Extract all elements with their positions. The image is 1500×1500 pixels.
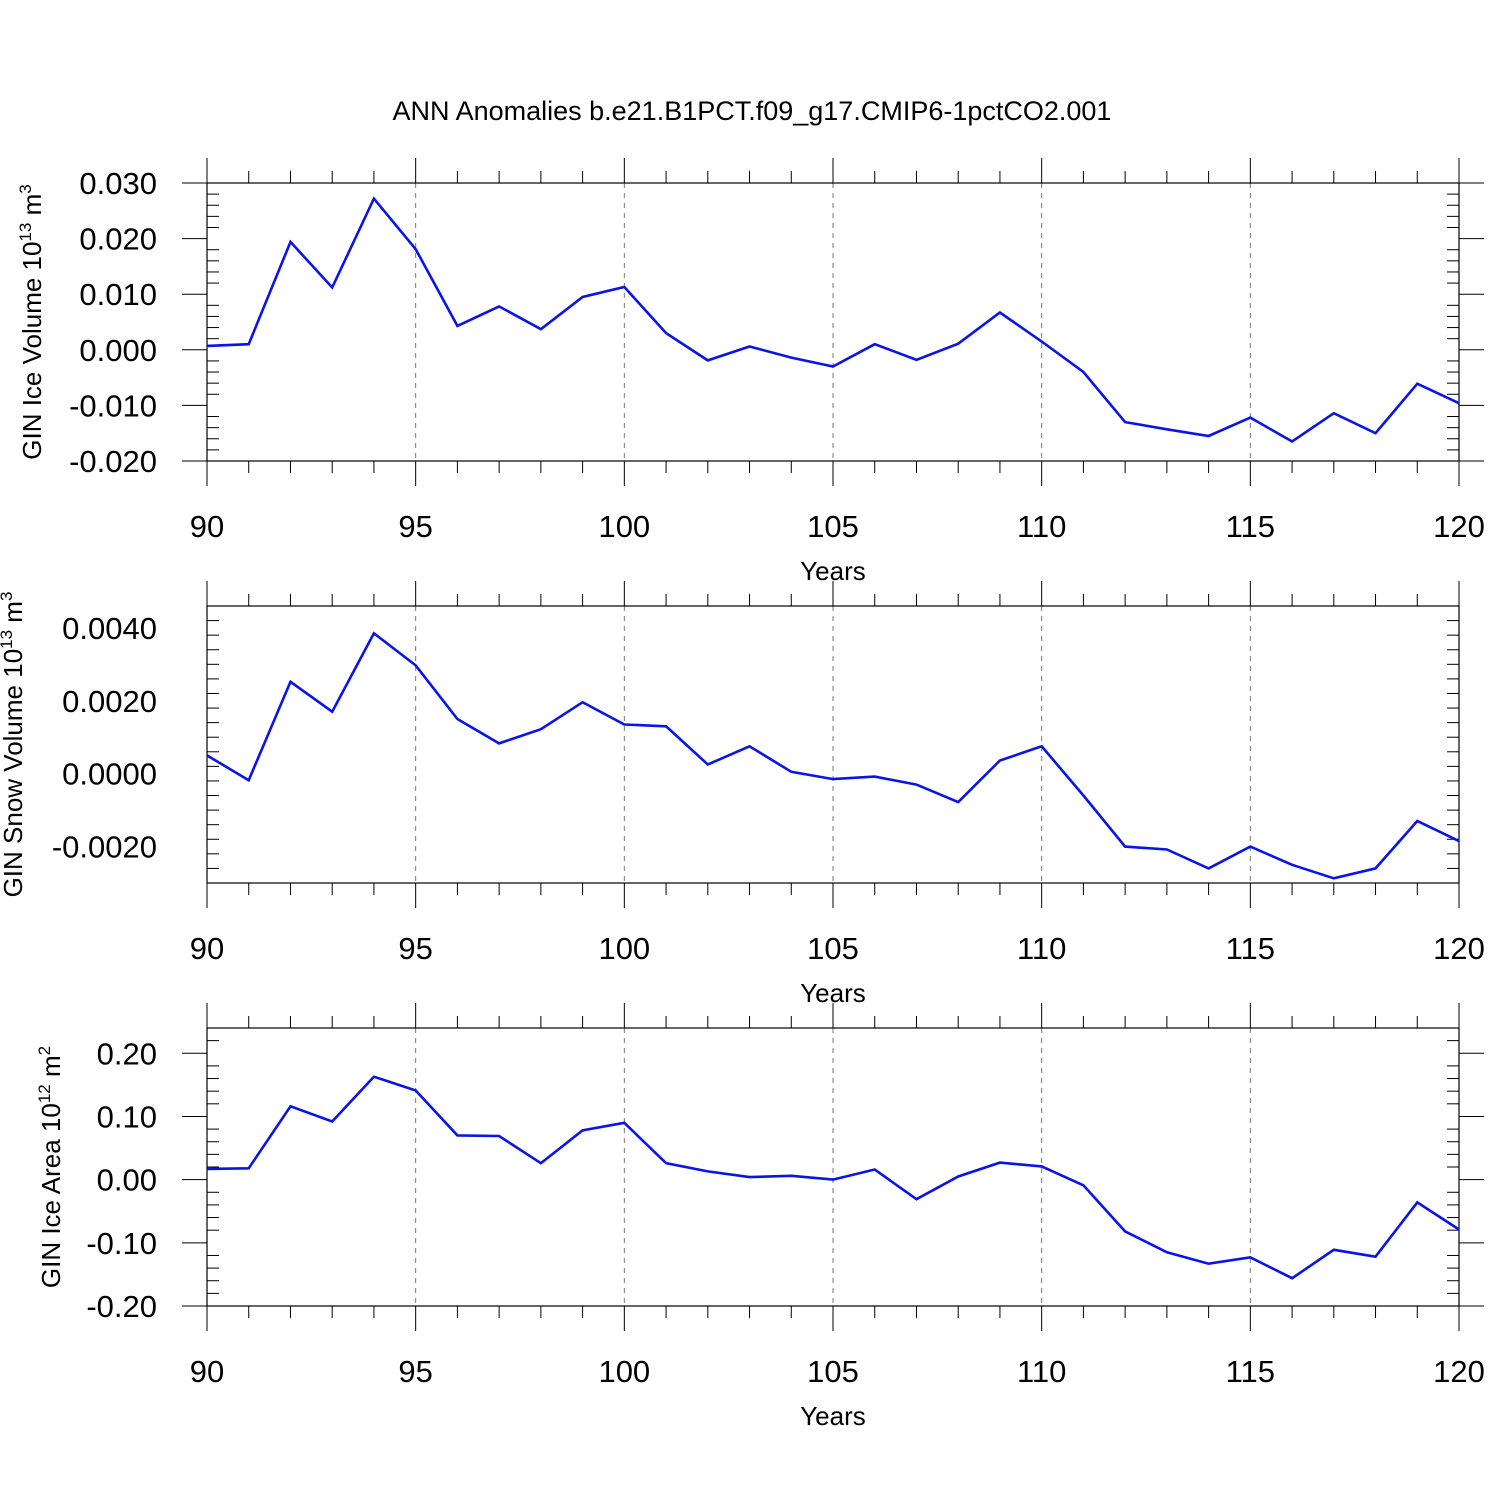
chart-panels: -0.020 -0.010 0.000 0.010 0.020 0.030 90 95 100 1… bbox=[0, 158, 1485, 1431]
x-tick-label: 115 bbox=[1226, 931, 1275, 966]
x-tick-label: 90 bbox=[190, 509, 224, 544]
x-tick-label: 95 bbox=[398, 1354, 432, 1389]
y-tick-label: -0.20 bbox=[86, 1289, 157, 1324]
series-line bbox=[206, 196, 1460, 444]
y-tick-label: -0.0020 bbox=[52, 830, 157, 865]
x-tick-label: 115 bbox=[1226, 509, 1275, 544]
x-tick-label: 115 bbox=[1226, 1354, 1275, 1389]
x-tick-label: 110 bbox=[1017, 1354, 1066, 1389]
y-tick-label: 0.10 bbox=[97, 1099, 157, 1134]
y-tick-label: 0.0020 bbox=[62, 684, 157, 719]
y-axis-title: GIN Ice Area 1012 m2 bbox=[35, 1046, 66, 1288]
x-tick-label: 105 bbox=[807, 509, 859, 544]
y-axis-title: GIN Snow Volume 1013 m3 bbox=[0, 592, 28, 898]
x-tick-label: 95 bbox=[398, 931, 432, 966]
x-tick-label: 110 bbox=[1017, 509, 1066, 544]
x-tick-label: 100 bbox=[598, 931, 650, 966]
x-tick-label: 95 bbox=[398, 509, 432, 544]
x-tick-label: 100 bbox=[598, 509, 650, 544]
x-tick-label: 90 bbox=[190, 1354, 224, 1389]
x-tick-label: 100 bbox=[598, 1354, 650, 1389]
panel-3: -0.20 -0.10 0.00 0.10 0.20 90 95 100 105 110 115 12… bbox=[35, 1003, 1485, 1431]
y-axis-title: GIN Ice Volume 1013 m3 bbox=[16, 184, 47, 460]
panel-2: -0.0020 0.0000 0.0020 0.0040 90 95 100 105 110 11… bbox=[0, 581, 1485, 1008]
y-tick-label: -0.010 bbox=[69, 388, 157, 423]
y-tick-label: 0.030 bbox=[79, 166, 157, 201]
y-tick-label: 0.000 bbox=[79, 333, 157, 368]
y-tick-label: 0.010 bbox=[79, 277, 157, 312]
y-tick-label: -0.020 bbox=[69, 444, 157, 479]
series-line bbox=[206, 631, 1460, 880]
x-tick-label: 120 bbox=[1433, 509, 1485, 544]
y-tick-label: 0.0000 bbox=[62, 757, 157, 792]
y-tick-label: 0.00 bbox=[97, 1163, 157, 1198]
x-tick-label: 110 bbox=[1017, 931, 1066, 966]
series-line bbox=[206, 1075, 1460, 1280]
y-tick-label: 0.020 bbox=[79, 222, 157, 257]
y-tick-label: -0.10 bbox=[86, 1226, 157, 1261]
x-tick-label: 90 bbox=[190, 931, 224, 966]
x-tick-label: 120 bbox=[1433, 1354, 1485, 1389]
x-tick-label: 120 bbox=[1433, 931, 1485, 966]
chart-title: ANN Anomalies b.e21.B1PCT.f09_g17.CMIP6-… bbox=[393, 96, 1112, 126]
x-tick-label: 105 bbox=[807, 1354, 859, 1389]
x-tick-label: 105 bbox=[807, 931, 859, 966]
x-axis-title: Years bbox=[800, 1401, 866, 1431]
panel-1: -0.020 -0.010 0.000 0.010 0.020 0.030 90 95 100 1… bbox=[16, 158, 1485, 586]
y-tick-label: 0.20 bbox=[97, 1036, 157, 1071]
y-tick-label: 0.0040 bbox=[62, 611, 157, 646]
